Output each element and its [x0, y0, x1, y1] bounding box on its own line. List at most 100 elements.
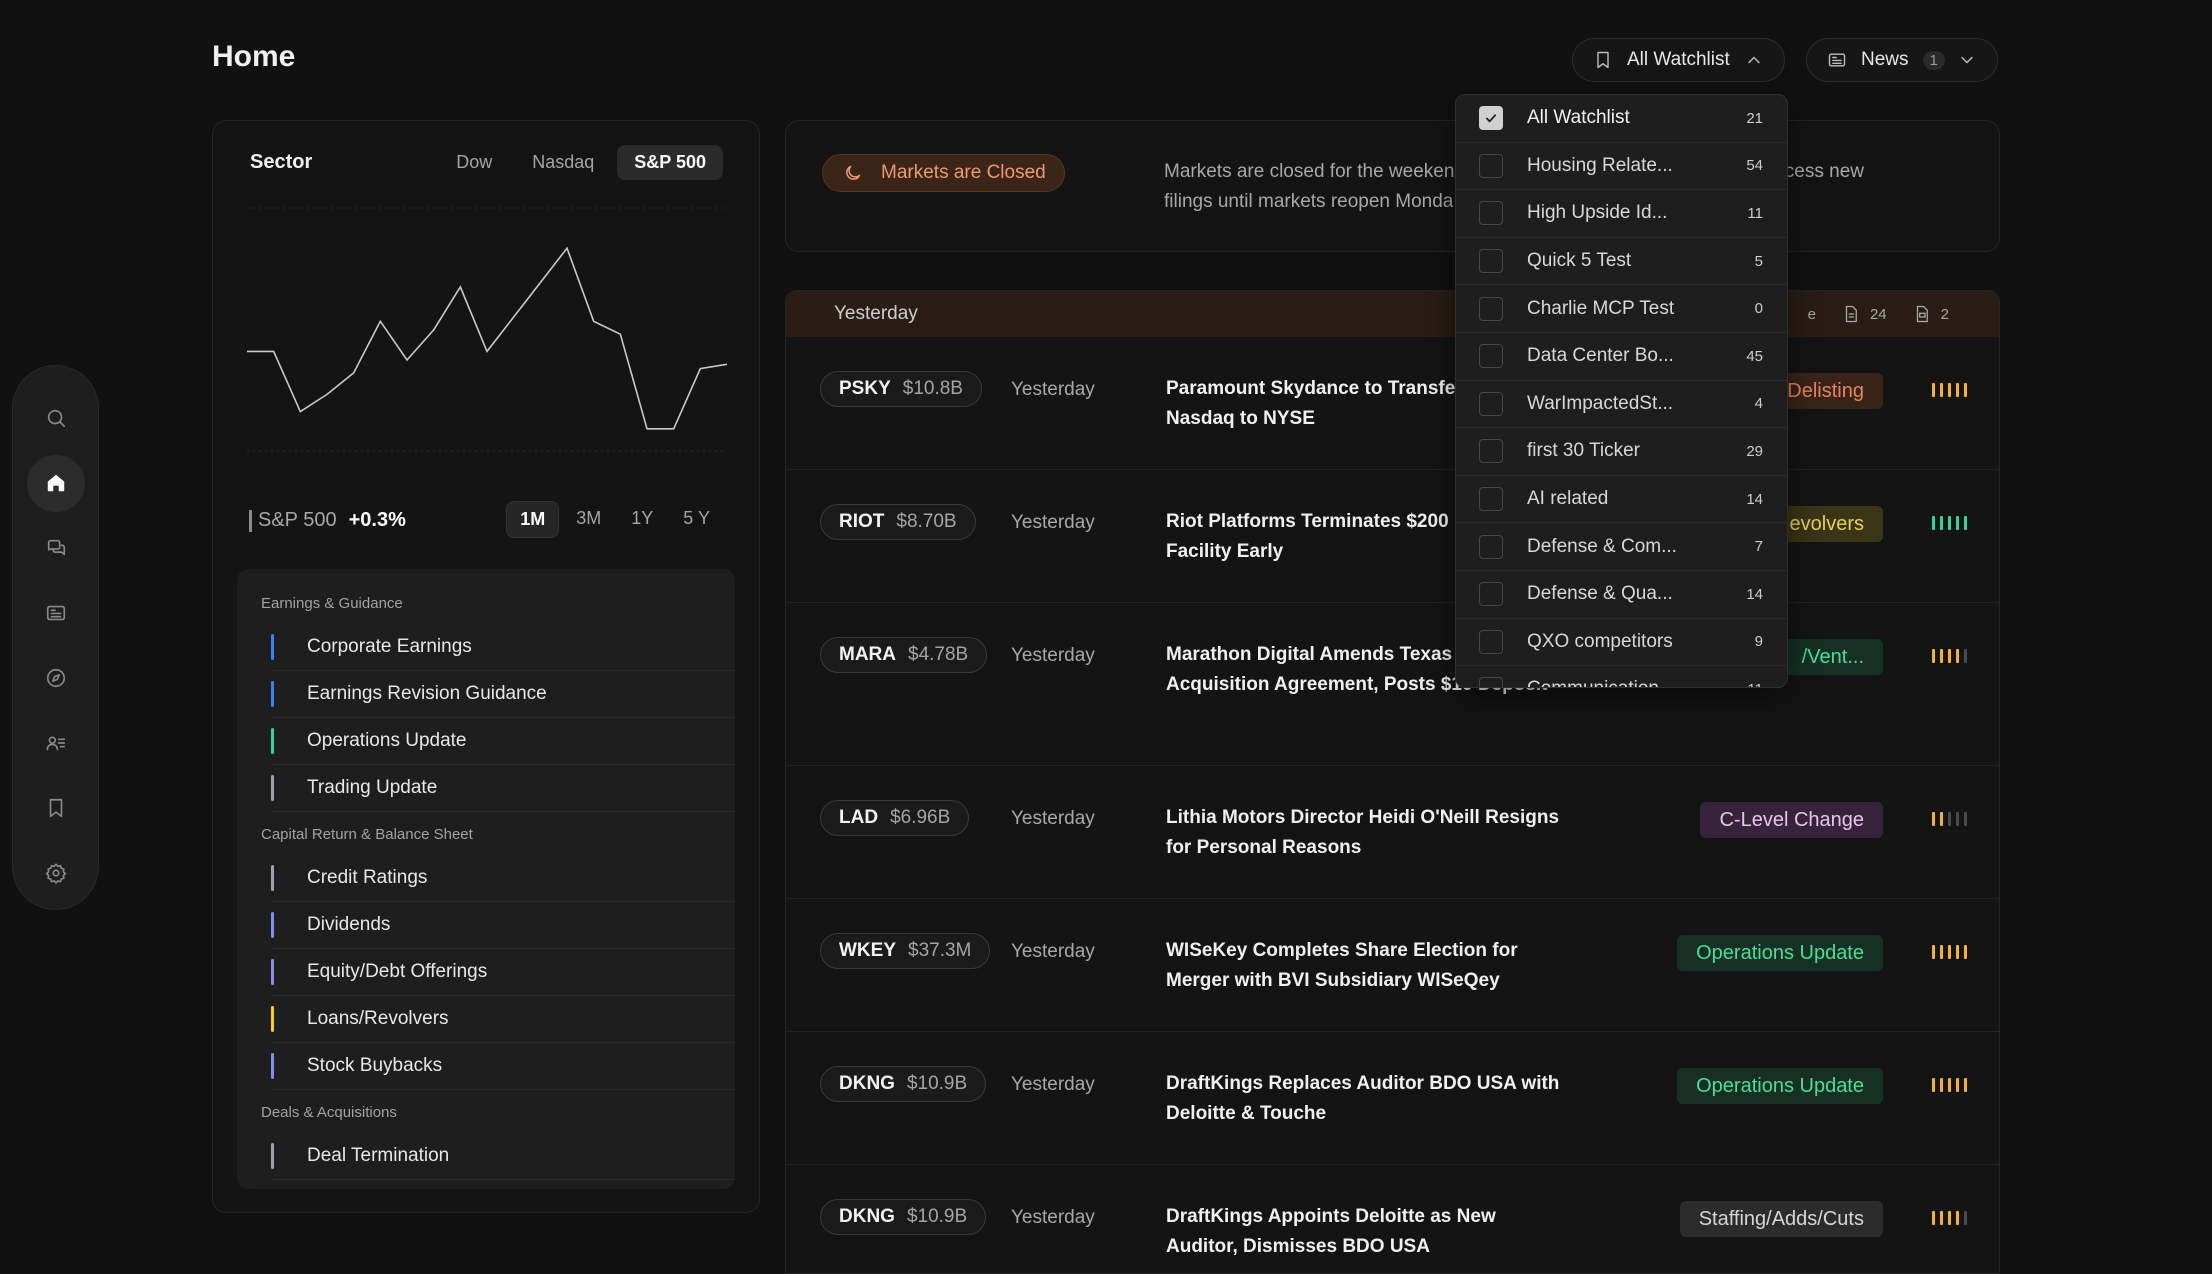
chat-button[interactable] [27, 520, 85, 577]
checkbox[interactable] [1479, 582, 1503, 607]
watchlist-dropdown-button[interactable]: All Watchlist [1572, 38, 1785, 82]
ticker-symbol: RIOT [839, 511, 885, 532]
home-icon [47, 475, 64, 492]
ticker-pill[interactable]: DKNG $10.9B [820, 1066, 987, 1102]
strength-bar [1964, 649, 1967, 663]
bookmark-icon [1597, 51, 1609, 69]
category-item[interactable]: Equity/Debt Offerings [271, 949, 735, 996]
watchlist-option[interactable]: Data Center Bo... 45 [1456, 333, 1787, 381]
category-item[interactable]: Trading Update [271, 765, 735, 812]
checkbox[interactable] [1479, 487, 1503, 512]
strength-bar [1940, 383, 1943, 397]
range-5y[interactable]: 5 Y [683, 508, 710, 528]
category-item[interactable]: Deal Termination [271, 1133, 735, 1180]
watchlist-option[interactable]: first 30 Ticker 29 [1456, 428, 1787, 476]
news-headline[interactable]: DraftKings Appoints Deloitte as New Audi… [1166, 1206, 1496, 1257]
strength-bar [1956, 383, 1959, 397]
news-filter-button[interactable]: News 1 [1806, 38, 1998, 82]
category-tag[interactable]: evolvers [1770, 506, 1883, 542]
watchlist-option-name: Housing Relate... [1527, 154, 1673, 176]
checkbox[interactable] [1479, 677, 1503, 687]
checkbox[interactable] [1479, 534, 1503, 559]
news-row[interactable]: RIOT $8.70B Yesterday Riot Platforms Term… [786, 470, 1999, 603]
range-1y[interactable]: 1Y [631, 508, 654, 528]
checkbox[interactable] [1479, 296, 1503, 321]
news-row[interactable]: WKEY $37.3M Yesterday WISeKey Completes S… [786, 899, 1999, 1032]
news-row[interactable]: LAD $6.96B Yesterday Lithia Motors Direct… [786, 766, 1999, 899]
checkbox[interactable] [1479, 153, 1503, 178]
news-headline[interactable]: DraftKings Replaces Auditor BDO USA with… [1166, 1073, 1560, 1124]
news-row[interactable]: MARA $4.78B Yesterday Marathon Digital Am… [786, 603, 1999, 766]
watchlist-option[interactable]: Quick 5 Test 5 [1456, 238, 1787, 286]
watchlist-option[interactable]: All Watchlist 21 [1456, 95, 1787, 143]
category-item[interactable]: Stock Buybacks [271, 1043, 735, 1090]
settings-button[interactable] [27, 844, 85, 901]
checkbox[interactable] [1479, 344, 1503, 369]
watchlist-option[interactable]: Communication...11 [1456, 666, 1787, 687]
news-row[interactable]: DKNG $10.9B Yesterday DraftKings Appoints… [786, 1165, 1999, 1273]
strength-bar [1964, 1211, 1967, 1225]
news-time: Yesterday [1011, 1207, 1095, 1228]
watchlist-option[interactable]: AI related 14 [1456, 476, 1787, 524]
news-headline[interactable]: Riot Platforms Terminates $200 M Credit … [1166, 511, 1530, 562]
strength-bar [1932, 1078, 1935, 1092]
tab-nasdaq[interactable]: Nasdaq [532, 152, 595, 172]
strength-bar [1940, 649, 1943, 663]
news-headline[interactable]: Lithia Motors Director Heidi O'Neill Res… [1166, 807, 1560, 858]
category-tag[interactable]: Operations Update [1677, 1068, 1883, 1104]
watchlist-option[interactable]: Defense & Com... 7 [1456, 523, 1787, 571]
tab-sp500[interactable]: S&P 500 [617, 145, 723, 180]
category-item[interactable]: Dividends [271, 902, 735, 949]
tab-dow[interactable]: Dow [456, 152, 493, 172]
watchlist-option[interactable]: High Upside Id... 11 [1456, 190, 1787, 238]
range-1m[interactable]: 1M [506, 501, 560, 538]
category-tag[interactable]: Operations Update [1677, 935, 1883, 971]
checkbox[interactable] [1479, 201, 1503, 226]
ticker-pill[interactable]: WKEY $37.3M [820, 933, 991, 969]
category-tag[interactable]: C-Level Change [1700, 802, 1883, 838]
ticker-pill[interactable]: MARA $4.78B [820, 637, 988, 673]
category-item[interactable]: Credit Ratings [271, 855, 735, 902]
market-cap: $10.9B [906, 1206, 968, 1227]
home-button[interactable] [26, 454, 85, 512]
category-color-stripe [271, 634, 274, 660]
news-headline[interactable]: Marathon Digital Amends Texas L Acquisit… [1166, 644, 1548, 695]
news-headline[interactable]: WISeKey Completes Share Election for Mer… [1166, 940, 1518, 991]
news-row[interactable]: PSKY $10.8B Yesterday Paramount Skydance … [786, 337, 1999, 470]
contacts-button[interactable] [27, 714, 85, 771]
checkbox[interactable] [1479, 629, 1503, 654]
news-time: Yesterday [1011, 1074, 1095, 1095]
bookmark-icon [49, 798, 62, 817]
news-headline[interactable]: Paramount Skydance to Transfer from Nasd… [1166, 378, 1511, 429]
watchlist-option[interactable]: Defense & Qua... 14 [1456, 571, 1787, 619]
ticker-pill[interactable]: PSKY $10.8B [820, 371, 982, 407]
checkbox[interactable] [1479, 439, 1503, 464]
watchlist-option[interactable]: Charlie MCP Test 0 [1456, 285, 1787, 333]
ticker-pill[interactable]: RIOT $8.70B [820, 504, 976, 540]
category-item[interactable]: Corporate Earnings [271, 624, 735, 671]
news-row[interactable]: DKNG $10.9B Yesterday DraftKings Replaces… [786, 1032, 1999, 1165]
checkbox[interactable] [1479, 391, 1503, 416]
checkbox[interactable] [1479, 106, 1503, 131]
watchlist-option[interactable]: QXO competitors 9 [1456, 619, 1787, 667]
news-button[interactable] [27, 585, 85, 642]
watchlist-option[interactable]: WarImpactedSt... 4 [1456, 381, 1787, 429]
bookmarks-button[interactable] [27, 779, 85, 836]
banner-line-1-right: rocess new [1767, 161, 1864, 182]
ticker-symbol: DKNG [839, 1073, 895, 1094]
strength-bar [1964, 516, 1967, 530]
search-button[interactable] [27, 390, 85, 447]
watchlist-option[interactable]: Housing Relate... 54 [1456, 143, 1787, 191]
category-item[interactable]: Operations Update [271, 718, 735, 765]
checkbox[interactable] [1479, 249, 1503, 274]
ticker-symbol: DKNG [839, 1206, 895, 1227]
explore-button[interactable] [27, 650, 85, 707]
category-tag[interactable]: Staffing/Adds/Cuts [1679, 1201, 1883, 1237]
category-item[interactable]: Loans/Revolvers [271, 996, 735, 1043]
signal-strength [1927, 649, 1967, 663]
category-item[interactable]: Earnings Revision Guidance [271, 671, 735, 718]
range-3m[interactable]: 3M [576, 508, 602, 528]
ticker-pill[interactable]: DKNG $10.9B [820, 1199, 987, 1235]
ticker-pill[interactable]: LAD $6.96B [820, 800, 970, 836]
category-tag[interactable]: /Vent... [1782, 639, 1883, 675]
